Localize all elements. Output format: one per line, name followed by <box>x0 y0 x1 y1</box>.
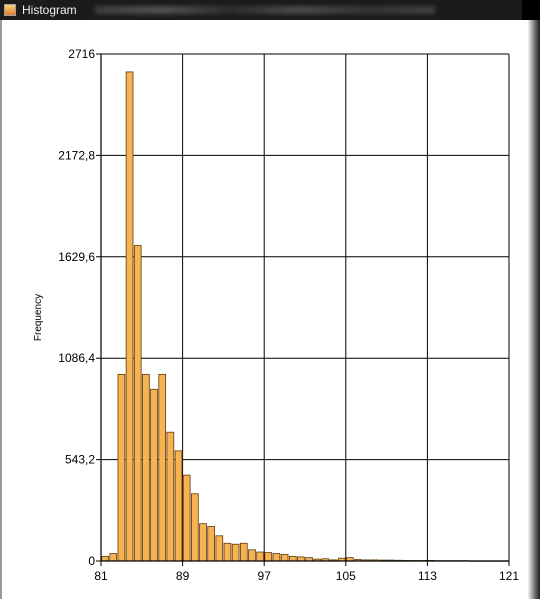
histogram-bar <box>101 555 109 562</box>
chart-axes <box>100 54 509 562</box>
x-tick-label: 89 <box>176 569 190 583</box>
chart-bars <box>101 71 509 562</box>
histogram-bar <box>215 535 224 562</box>
y-axis-ticks: 0 543,2 1086,4 1629,6 2172,8 2716 <box>58 47 95 568</box>
histogram-chart: 0 543,2 1086,4 1629,6 2172,8 2716 81 89 97 105 11… <box>33 47 519 583</box>
histogram-bar <box>191 493 199 562</box>
y-tick-label: 543,2 <box>65 453 95 467</box>
x-tick-label: 97 <box>258 569 272 583</box>
window-title: Histogram <box>22 3 77 17</box>
histogram-bar <box>239 542 248 562</box>
histogram-bar <box>125 71 134 562</box>
chart-grid <box>96 53 510 566</box>
histogram-bar <box>166 431 175 562</box>
x-tick-label: 105 <box>336 569 356 583</box>
histogram-bar <box>182 474 191 562</box>
histogram-bar <box>207 526 215 562</box>
histogram-bar <box>231 543 240 562</box>
title-bar-right-edge <box>522 0 540 20</box>
y-tick-label: 0 <box>88 554 95 568</box>
histogram-bar <box>133 245 142 562</box>
y-axis-label: Frequency <box>33 294 44 341</box>
window-left-border <box>0 20 2 599</box>
histogram-bar <box>109 553 118 562</box>
y-tick-label: 2716 <box>68 47 95 61</box>
x-axis-ticks: 81 89 97 105 113 121 <box>94 569 519 583</box>
x-tick-label: 121 <box>499 569 519 583</box>
histogram-bar <box>280 554 289 562</box>
histogram-bar <box>223 542 232 562</box>
histogram-bar <box>174 450 183 562</box>
histogram-bar <box>264 552 273 562</box>
histogram-bar <box>256 551 264 562</box>
y-tick-label: 1629,6 <box>58 250 95 264</box>
histogram-bar <box>142 373 150 562</box>
histogram-bar <box>272 553 281 562</box>
x-tick-label: 113 <box>418 569 437 583</box>
histogram-bar <box>199 523 207 562</box>
histogram-bar <box>158 373 167 562</box>
histogram-bar <box>150 388 158 562</box>
x-tick-label: 81 <box>94 569 108 583</box>
title-bar-blurred-text <box>94 6 435 14</box>
title-bar[interactable]: Histogram <box>0 0 540 20</box>
chart-app-icon[interactable] <box>4 4 16 16</box>
y-tick-label: 2172,8 <box>58 148 95 162</box>
y-tick-label: 1086,4 <box>58 351 95 365</box>
histogram-bar <box>117 373 126 562</box>
histogram-bar <box>248 549 256 562</box>
histogram-bar <box>288 555 297 562</box>
window-right-border <box>528 20 540 599</box>
histogram-bar <box>297 556 305 562</box>
